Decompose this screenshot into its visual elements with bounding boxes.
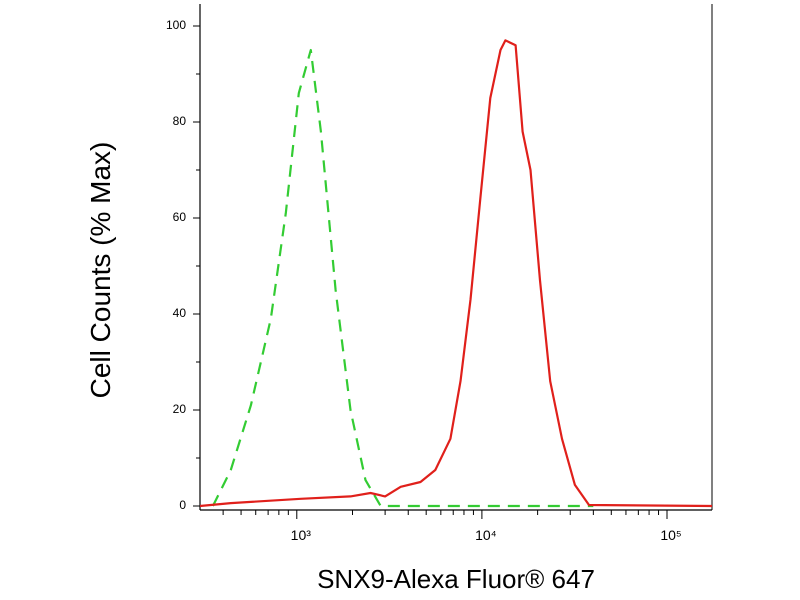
y-tick-label: 80 <box>173 114 187 128</box>
x-tick-label: 10⁵ <box>660 527 681 543</box>
series-line <box>211 48 594 508</box>
y-tick-label: 60 <box>173 210 187 224</box>
x-axis-label: SNX9-Alexa Fluor® 647 <box>317 564 595 594</box>
y-tick-label: 20 <box>173 402 187 416</box>
series-line <box>199 39 713 508</box>
x-tick-label: 10³ <box>291 527 312 543</box>
x-tick-label: 10⁴ <box>475 527 497 543</box>
y-tick-label: 40 <box>173 306 187 320</box>
y-axis-label: Cell Counts (% Max) <box>85 142 116 399</box>
y-tick-label: 100 <box>166 18 186 32</box>
y-tick-label: 0 <box>179 498 186 512</box>
